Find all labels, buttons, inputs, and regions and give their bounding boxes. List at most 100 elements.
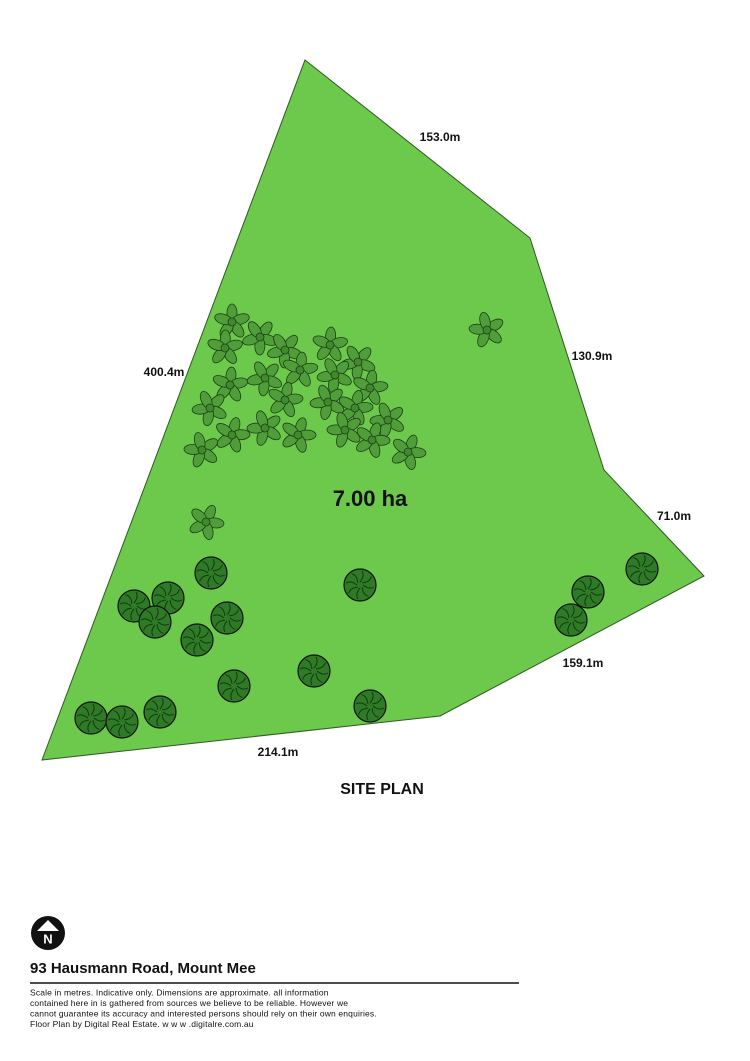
tree-texture (630, 570, 640, 578)
tree-canopy (217, 669, 251, 703)
tree-texture (198, 642, 206, 652)
shrub-centre (323, 397, 333, 407)
disclaimer-line: Floor Plan by Digital Real Estate. w w w… (30, 1019, 254, 1029)
tree-texture (123, 724, 131, 734)
shrub (326, 412, 361, 448)
tree-texture (119, 602, 132, 607)
tree (138, 605, 172, 639)
boundary-length: 400.4m (144, 365, 185, 379)
shrub-centre (350, 403, 360, 413)
tree-canopy (571, 575, 605, 609)
tree-canopy (105, 705, 139, 739)
north-arrow: N (31, 916, 65, 950)
shrub (246, 410, 281, 446)
tree-texture (167, 583, 172, 596)
tree-texture (310, 673, 315, 686)
shrub (283, 351, 319, 387)
tree-texture (125, 594, 133, 604)
tree-texture (313, 656, 318, 669)
tree-texture (213, 564, 223, 572)
tree-texture (587, 577, 592, 590)
tree (105, 705, 139, 739)
tree-canopy (138, 605, 172, 639)
trees (74, 303, 659, 739)
tree-canopy (625, 552, 659, 586)
shrub-centre (325, 340, 335, 350)
shrub-centre (205, 403, 215, 413)
tree-texture (157, 621, 170, 626)
tree-texture (215, 619, 225, 627)
tree-texture (590, 583, 600, 591)
tree-texture (305, 659, 313, 669)
tree-texture (140, 618, 153, 623)
shrub (242, 321, 278, 356)
tree-texture (351, 573, 359, 583)
tree-texture (170, 597, 183, 602)
tree-texture (316, 662, 326, 670)
tree-texture (213, 572, 226, 577)
shrub-centre (383, 415, 393, 425)
shrub-centre (330, 370, 340, 380)
tree-texture (218, 606, 226, 616)
tree-texture (151, 624, 156, 637)
tree-texture (230, 688, 235, 701)
shrub-centre (227, 317, 237, 327)
tree-texture (145, 708, 158, 713)
tree-texture (110, 723, 120, 731)
boundary-length: 130.9m (572, 349, 613, 363)
tree-texture (644, 568, 657, 573)
tree-texture (87, 720, 92, 733)
tree-texture (627, 565, 640, 570)
tree-canopy (180, 623, 214, 657)
tree-texture (315, 673, 323, 683)
shrub (282, 417, 317, 453)
disclaimer-line: cannot guarantee its accuracy and intere… (30, 1008, 377, 1018)
tree-texture (199, 639, 212, 644)
tree-texture (93, 717, 106, 722)
tree-texture (229, 617, 242, 622)
tree-texture (156, 624, 164, 634)
shrub (189, 504, 225, 541)
shrub (183, 432, 218, 468)
shrub (191, 391, 227, 427)
shrub (338, 390, 374, 426)
tree-texture (212, 575, 220, 585)
shrub-centre (260, 423, 270, 433)
shrub-centre (293, 430, 303, 440)
tree-texture (362, 576, 372, 584)
tree (74, 701, 108, 735)
shrub-centre (367, 435, 377, 445)
tree-texture (93, 709, 103, 717)
boundary-length: 214.1m (258, 745, 299, 759)
tree-texture (148, 713, 158, 721)
tree-texture (362, 584, 375, 589)
tree-texture (133, 591, 138, 604)
shrub-centre (365, 383, 375, 393)
tree (625, 552, 659, 586)
tree-texture (124, 713, 134, 721)
tree-texture (228, 620, 236, 630)
tree (180, 623, 214, 657)
tree-texture (79, 719, 89, 727)
tree-texture (345, 581, 358, 586)
tree-canopy (74, 701, 108, 735)
tree-texture (643, 571, 651, 581)
tree-canopy (210, 601, 244, 635)
tree-texture (212, 614, 225, 619)
tree (151, 581, 185, 615)
tree-texture (641, 554, 646, 567)
boundary-length: 153.0m (420, 130, 461, 144)
tree (297, 654, 331, 688)
tree-texture (124, 721, 137, 726)
shrub (246, 361, 282, 397)
tree-texture (156, 714, 161, 727)
tree-canopy (353, 689, 387, 723)
tree-texture (143, 623, 153, 631)
tree-texture (223, 620, 228, 633)
tree-texture (572, 622, 580, 632)
tree-texture (559, 621, 569, 629)
shrub (309, 384, 345, 421)
tree-texture (92, 720, 100, 730)
